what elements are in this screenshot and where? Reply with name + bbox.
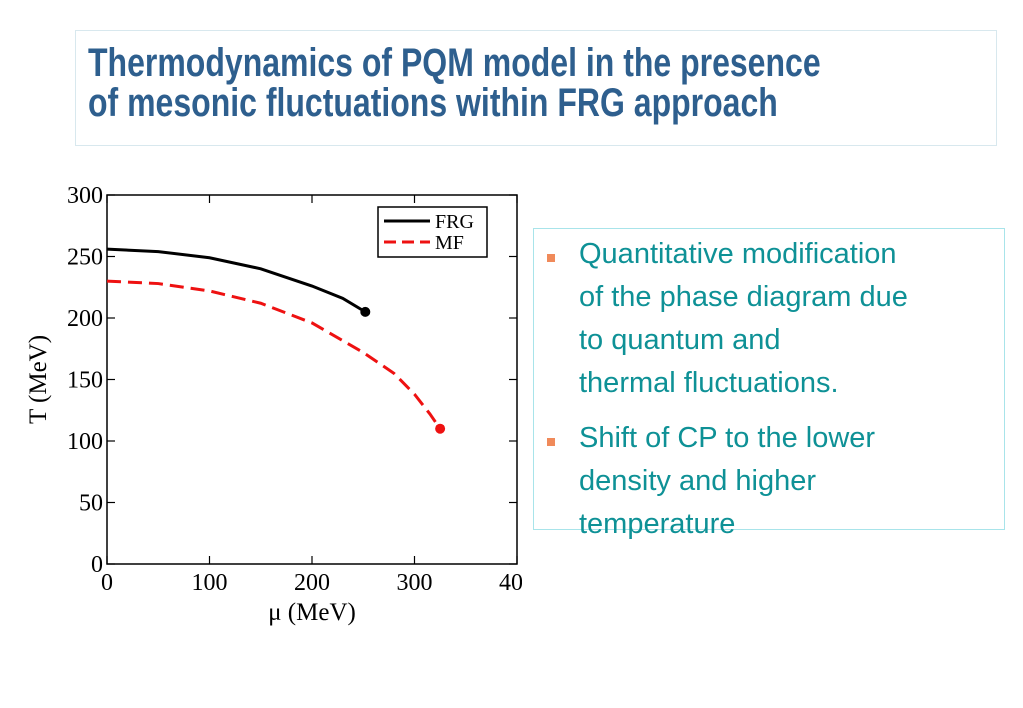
critical-point [435, 423, 446, 434]
legend-label: MF [435, 232, 464, 254]
critical-point [360, 306, 371, 317]
y-tick-label: 200 [67, 306, 103, 332]
bullet-text: of the phase diagram due [579, 281, 908, 313]
y-tick-label: 300 [67, 183, 103, 209]
bullet-text: to quantum and [579, 324, 781, 356]
bullet-marker [547, 254, 555, 262]
bullet-text: thermal fluctuations. [579, 367, 839, 399]
y-tick-label: 100 [67, 429, 103, 455]
y-tick-label: 150 [67, 368, 103, 394]
bullet-text: Quantitative modification [579, 238, 897, 270]
legend-box [377, 206, 488, 258]
data-line [106, 279, 442, 430]
bullet-box: Quantitative modification of the phase di… [533, 228, 1005, 539]
y-tick-label: 0 [91, 552, 103, 578]
legend-label: FRG [435, 211, 474, 233]
y-tick-label: 250 [67, 245, 103, 271]
bullet-marker [547, 438, 555, 446]
bullet-text: temperature [579, 508, 736, 540]
y-axis-label: T (MeV) [25, 335, 52, 424]
y-tick-label: 50 [79, 491, 103, 517]
x-axis-label: μ (MeV) [268, 599, 356, 626]
chart: 0 50 100 150 200 250 300 0 100 200 300 400 μ (MeV) T … [25, 183, 535, 626]
x-tick-label: 400 [499, 570, 535, 596]
x-tick-label: 200 [294, 570, 330, 596]
bullet-text: density and higher [579, 465, 816, 497]
title-line: of mesonic fluctuations within FRG appro… [88, 81, 778, 125]
x-tick-label: 300 [397, 570, 433, 596]
x-tick-label: 100 [192, 570, 228, 596]
x-tick-label: 0 [101, 570, 113, 596]
bullet-text: Shift of CP to the lower [579, 422, 876, 454]
title-line: Thermodynamics of PQM model in the prese… [88, 41, 821, 85]
title-box: Thermodynamics of PQM model in the prese… [75, 30, 997, 146]
data-line [106, 247, 367, 314]
